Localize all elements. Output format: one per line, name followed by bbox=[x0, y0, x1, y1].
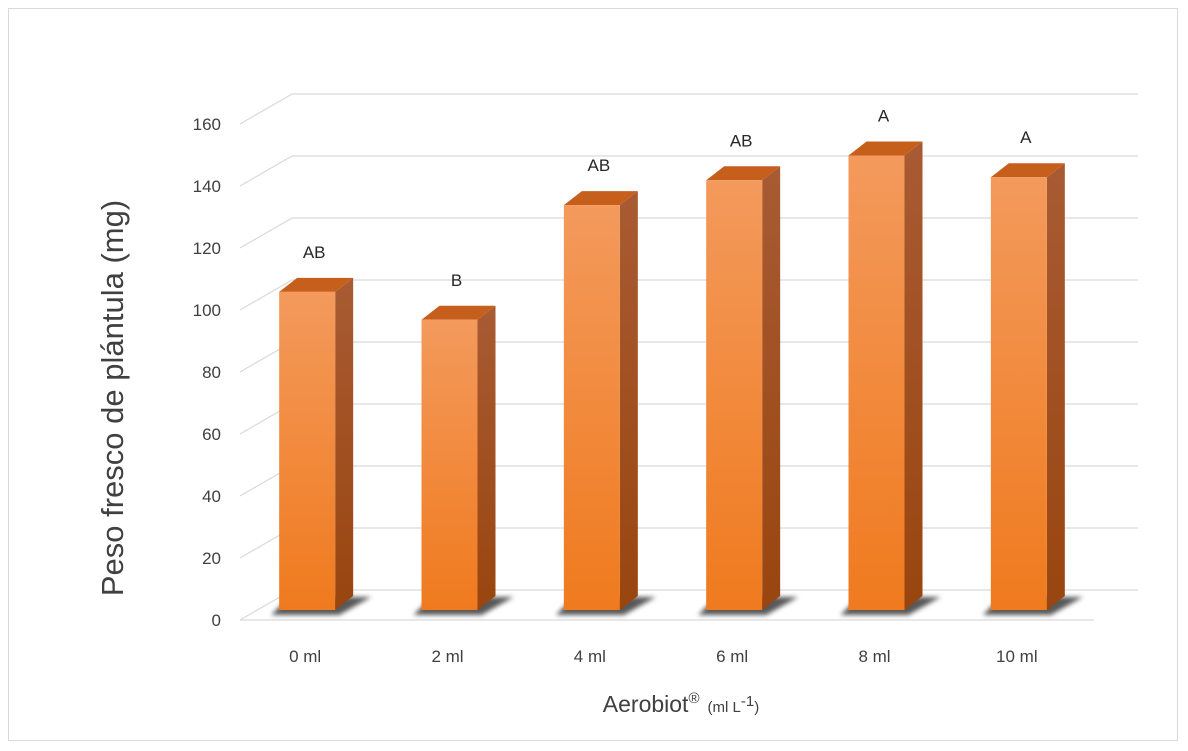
bar-top bbox=[421, 305, 496, 320]
bar-side bbox=[904, 141, 923, 610]
y-tick-label: 20 bbox=[202, 549, 221, 568]
bar-side bbox=[619, 191, 638, 610]
y-tick-label: 80 bbox=[202, 363, 221, 382]
significance-label: AB bbox=[730, 131, 753, 150]
y-axis-title: Peso fresco de plántula (mg) bbox=[95, 200, 130, 596]
x-tick-label: 8 ml bbox=[858, 647, 890, 666]
x-tick-label: 0 ml bbox=[289, 647, 321, 666]
y-tick-label: 160 bbox=[193, 115, 221, 134]
x-tick-label: 2 ml bbox=[431, 647, 463, 666]
bar-front bbox=[421, 319, 478, 610]
bar bbox=[279, 277, 354, 610]
y-tick-label: 120 bbox=[193, 239, 221, 258]
bar-side bbox=[1046, 163, 1065, 610]
y-tick-label: 60 bbox=[202, 425, 221, 444]
gridline bbox=[239, 93, 1138, 125]
bar-top bbox=[279, 277, 354, 292]
significance-label: A bbox=[1020, 128, 1032, 147]
bar bbox=[848, 141, 923, 610]
y-tick-label: 100 bbox=[193, 301, 221, 320]
bar-top bbox=[563, 191, 638, 206]
bar bbox=[706, 166, 781, 611]
bar-top bbox=[706, 166, 781, 181]
y-tick-label: 40 bbox=[202, 487, 221, 506]
x-axis-ticks: 0 ml 2 ml 4 ml 6 ml 8 ml 10 ml bbox=[289, 647, 1038, 666]
bar bbox=[990, 163, 1065, 610]
significance-label: AB bbox=[587, 156, 610, 175]
y-axis-ticks: 0 20 40 60 80 100 120 140 160 bbox=[193, 115, 221, 630]
y-tick-label: 0 bbox=[212, 611, 221, 630]
significance-label: A bbox=[878, 107, 890, 126]
x-tick-label: 10 ml bbox=[996, 647, 1038, 666]
y-tick-label: 140 bbox=[193, 177, 221, 196]
bar-front bbox=[990, 177, 1047, 610]
bar-side bbox=[762, 166, 781, 611]
bar bbox=[563, 191, 638, 610]
bar-side bbox=[335, 277, 354, 610]
bars bbox=[279, 141, 1065, 611]
bar-shadows bbox=[271, 597, 1083, 615]
bar-front bbox=[279, 291, 336, 610]
significance-label: AB bbox=[303, 243, 326, 262]
bar-front bbox=[706, 180, 763, 611]
bar-front bbox=[563, 205, 620, 610]
x-axis-title: Aerobiot®(ml L-1) bbox=[603, 690, 759, 717]
significance-labels: AB B AB AB A A bbox=[303, 107, 1032, 290]
x-tick-label: 6 ml bbox=[716, 647, 748, 666]
x-tick-label: 4 ml bbox=[574, 647, 606, 666]
bar-front bbox=[848, 155, 905, 610]
bar bbox=[421, 305, 496, 610]
bar-top bbox=[848, 141, 923, 156]
bar-side bbox=[477, 305, 496, 610]
significance-label: B bbox=[451, 271, 462, 290]
bar-top bbox=[990, 163, 1065, 178]
